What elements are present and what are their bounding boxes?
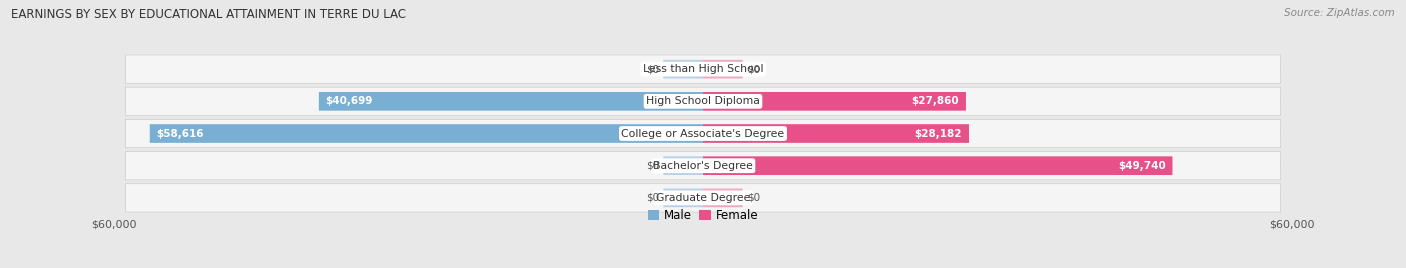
FancyBboxPatch shape: [319, 92, 703, 111]
Text: College or Associate's Degree: College or Associate's Degree: [621, 129, 785, 139]
Text: $28,182: $28,182: [915, 129, 962, 139]
Text: Bachelor's Degree: Bachelor's Degree: [652, 161, 754, 171]
FancyBboxPatch shape: [125, 119, 1281, 148]
FancyBboxPatch shape: [150, 124, 703, 143]
FancyBboxPatch shape: [664, 60, 703, 79]
FancyBboxPatch shape: [703, 92, 966, 111]
FancyBboxPatch shape: [125, 87, 1281, 116]
Text: $27,860: $27,860: [911, 96, 959, 106]
Text: $58,616: $58,616: [156, 129, 204, 139]
FancyBboxPatch shape: [125, 55, 1281, 83]
Text: $0: $0: [747, 64, 761, 74]
Text: $0: $0: [645, 64, 659, 74]
FancyBboxPatch shape: [703, 60, 742, 79]
Text: Graduate Degree: Graduate Degree: [655, 193, 751, 203]
FancyBboxPatch shape: [703, 156, 1173, 175]
Text: $0: $0: [747, 193, 761, 203]
FancyBboxPatch shape: [664, 189, 703, 207]
FancyBboxPatch shape: [125, 151, 1281, 180]
Text: Less than High School: Less than High School: [643, 64, 763, 74]
Text: EARNINGS BY SEX BY EDUCATIONAL ATTAINMENT IN TERRE DU LAC: EARNINGS BY SEX BY EDUCATIONAL ATTAINMEN…: [11, 8, 406, 21]
FancyBboxPatch shape: [664, 156, 703, 175]
FancyBboxPatch shape: [703, 189, 742, 207]
FancyBboxPatch shape: [703, 124, 969, 143]
Text: High School Diploma: High School Diploma: [647, 96, 759, 106]
Text: $60,000: $60,000: [1270, 219, 1315, 229]
Text: $0: $0: [645, 193, 659, 203]
FancyBboxPatch shape: [125, 184, 1281, 212]
Legend: Male, Female: Male, Female: [648, 209, 758, 222]
Text: $49,740: $49,740: [1118, 161, 1166, 171]
Text: $0: $0: [645, 161, 659, 171]
Text: Source: ZipAtlas.com: Source: ZipAtlas.com: [1284, 8, 1395, 18]
Text: $60,000: $60,000: [91, 219, 136, 229]
Text: $40,699: $40,699: [326, 96, 373, 106]
